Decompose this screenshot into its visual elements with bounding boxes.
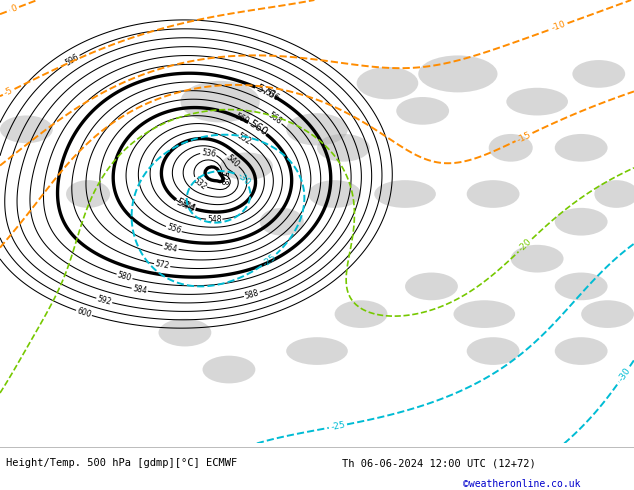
Ellipse shape [489, 134, 533, 162]
Ellipse shape [555, 337, 607, 365]
Ellipse shape [0, 116, 53, 143]
Ellipse shape [181, 81, 260, 122]
Ellipse shape [202, 356, 256, 383]
Ellipse shape [555, 272, 607, 300]
Text: 556: 556 [165, 223, 182, 236]
Text: 548: 548 [207, 215, 221, 224]
Text: 552: 552 [235, 131, 252, 147]
Text: 584: 584 [132, 284, 148, 295]
Text: 0: 0 [10, 3, 19, 14]
Ellipse shape [467, 337, 519, 365]
Text: 560: 560 [247, 119, 269, 138]
Text: 572: 572 [154, 260, 170, 271]
Text: 600: 600 [75, 307, 93, 319]
Ellipse shape [595, 180, 634, 208]
Ellipse shape [286, 337, 348, 365]
Text: 560: 560 [233, 112, 250, 126]
Ellipse shape [66, 180, 110, 208]
Ellipse shape [453, 300, 515, 328]
Ellipse shape [260, 208, 304, 236]
Ellipse shape [286, 113, 348, 146]
Ellipse shape [317, 134, 370, 162]
Text: Th 06-06-2024 12:00 UTC (12+72): Th 06-06-2024 12:00 UTC (12+72) [342, 458, 536, 468]
Text: 532: 532 [191, 175, 208, 192]
Text: 596: 596 [64, 52, 81, 67]
Ellipse shape [335, 300, 387, 328]
Ellipse shape [356, 67, 418, 99]
Ellipse shape [511, 245, 564, 272]
Text: 544: 544 [174, 196, 197, 214]
Ellipse shape [396, 97, 449, 125]
Text: 564: 564 [162, 242, 179, 254]
Text: 576: 576 [254, 83, 276, 100]
Text: ©weatheronline.co.uk: ©weatheronline.co.uk [463, 479, 580, 490]
Ellipse shape [220, 152, 273, 180]
Text: 540: 540 [224, 153, 241, 170]
Text: 580: 580 [116, 270, 133, 283]
Text: 544: 544 [179, 199, 197, 214]
Ellipse shape [555, 134, 607, 162]
Text: 536: 536 [200, 147, 216, 158]
Text: Height/Temp. 500 hPa [gdmp][°C] ECMWF: Height/Temp. 500 hPa [gdmp][°C] ECMWF [6, 458, 238, 468]
Ellipse shape [158, 318, 211, 346]
Ellipse shape [405, 272, 458, 300]
Text: -5: -5 [3, 86, 15, 98]
Text: -30: -30 [617, 366, 632, 383]
Text: 588: 588 [243, 288, 260, 301]
Text: -25: -25 [330, 420, 346, 432]
Ellipse shape [374, 180, 436, 208]
Text: -25: -25 [261, 252, 278, 268]
Ellipse shape [308, 180, 361, 208]
Ellipse shape [418, 55, 498, 93]
Ellipse shape [507, 88, 568, 116]
Text: -15: -15 [515, 130, 533, 145]
Text: -10: -10 [550, 20, 567, 33]
Text: 528: 528 [218, 171, 228, 185]
Text: 568: 568 [266, 111, 283, 126]
Text: -20: -20 [517, 237, 534, 253]
Text: 576: 576 [264, 88, 281, 103]
Text: 592: 592 [96, 294, 112, 307]
Ellipse shape [573, 60, 625, 88]
Text: -30: -30 [235, 171, 252, 187]
Ellipse shape [467, 180, 519, 208]
Ellipse shape [555, 208, 607, 236]
Ellipse shape [581, 300, 634, 328]
